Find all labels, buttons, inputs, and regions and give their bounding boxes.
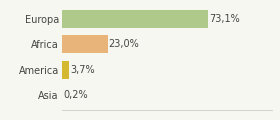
Text: 73,1%: 73,1%	[209, 14, 240, 24]
Bar	[62, 10, 208, 28]
Text: 23,0%: 23,0%	[109, 39, 139, 49]
Text: 0,2%: 0,2%	[63, 90, 88, 100]
Bar	[62, 35, 108, 53]
Text: 3,7%: 3,7%	[70, 65, 95, 75]
Bar	[62, 61, 69, 79]
